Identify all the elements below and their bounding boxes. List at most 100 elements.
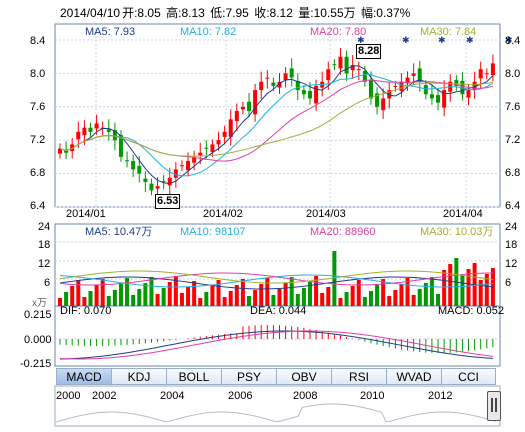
volume-bar [149,277,154,306]
tab-boll[interactable]: BOLL [166,368,221,385]
volume-bar [216,280,221,306]
timeline-year: 2000 [56,390,81,402]
timeline-frame [54,385,501,427]
indicator-tabs: MACD KDJ BOLL PSY OBV RSI WVAD CCI [56,368,496,385]
macd-ytick: 0.215 [24,309,52,321]
macd-dif-label: DIF: 0.070 [60,305,112,317]
vol-ma5-line [59,276,493,290]
volume-bar [259,284,264,306]
candle-body [429,94,434,99]
vol-ma5-label: MA5: 10.47万 [85,226,153,238]
volume-bar [125,278,130,306]
quote-header: 2014/04/10 开:8.05 高:8.13 低:7.95 收:8.12 量:… [60,4,412,21]
candle-body [259,81,264,91]
volume-bar [484,274,489,306]
volume-bar [204,292,209,306]
candle-body [192,156,197,163]
volume-bar [466,269,471,306]
candle-body [356,69,361,71]
vol-ytick-left: 18 [38,239,51,251]
candle-body [64,150,69,153]
price-xtick: 2014/04 [443,208,483,220]
volume-bar [460,275,465,306]
candle-body [399,81,404,91]
candle-body [70,144,75,152]
candle-body [106,129,111,132]
candle-body [82,127,87,136]
volume-bar [179,293,184,306]
tab-rsi[interactable]: RSI [331,368,386,385]
volume-bar [338,298,343,306]
candle-body [167,177,172,186]
candle-body [332,64,337,66]
candle-body [204,147,209,149]
macd-ytick: -0.215 [20,358,52,370]
volume-bar [356,280,361,306]
ma10-line [59,74,494,177]
volume-bar [94,285,99,306]
volume-bar [247,296,252,306]
candle-body [125,160,130,162]
low-price-callout: 6.53 [155,194,181,209]
candle-body [368,80,373,99]
candle-body [490,63,495,76]
tab-cci[interactable]: CCI [441,368,496,385]
candle-body [344,56,349,74]
volume-bar [429,277,434,306]
candle-body [295,80,300,91]
volume-bar [70,286,75,306]
volume-bar [490,268,495,306]
volume-bar [326,287,331,306]
price-ytick-left: 8.4 [30,35,46,47]
volume-bar [198,298,203,306]
volume-bar [186,287,191,306]
vol-ma30-label: MA30: 10.03万 [420,226,494,238]
price-ytick-right: 7.2 [505,134,521,146]
volume-bar [167,282,172,306]
volume-bar [137,289,142,306]
price-ytick-right: 6.8 [505,167,521,179]
volume-bar [234,285,239,306]
volume-bar [161,288,166,306]
price-ma30-label: MA30: 7.84 [420,26,477,38]
volume-bar [64,292,69,306]
tab-macd[interactable]: MACD [56,368,111,385]
volume-bar [283,283,288,306]
event-star-icon: ✱ [402,36,410,46]
candle-body [283,73,288,81]
volume-bar [295,294,300,306]
tab-obv[interactable]: OBV [276,368,331,385]
dif-line [59,330,493,360]
volume-bar [350,286,355,306]
volume-bar [173,276,178,306]
candle-body [240,106,245,110]
price-ma10-label: MA10: 7.82 [180,26,237,38]
candle-body [338,56,343,69]
candle-body [161,181,166,183]
quote-high: 高:8.13 [166,6,205,20]
tab-kdj[interactable]: KDJ [111,368,166,385]
event-star-icon: ✱ [466,36,474,46]
price-ytick-left: 7.6 [30,101,46,113]
quote-open: 开:8.05 [122,6,161,20]
vol-ma20-label: MA20: 88960 [310,226,376,238]
timeline-year: 2006 [228,390,253,402]
candle-body [417,68,422,82]
ma5-line [59,65,494,185]
candle-body [179,165,184,167]
tab-wvad[interactable]: WVAD [386,368,441,385]
candle-body [472,81,477,91]
candle-body [253,90,258,115]
candle-body [478,69,483,79]
ma30-line [59,81,493,157]
price-ytick-left: 8.0 [30,68,46,80]
tab-psy[interactable]: PSY [221,368,276,385]
event-star-icon: ✱ [357,36,365,46]
event-star-icon: ✱ [438,36,446,46]
volume-bar [100,279,105,306]
timeline-range-handle[interactable] [487,391,501,421]
candle-body [411,73,416,76]
volume-bar [265,278,270,306]
dea-line [59,330,493,360]
